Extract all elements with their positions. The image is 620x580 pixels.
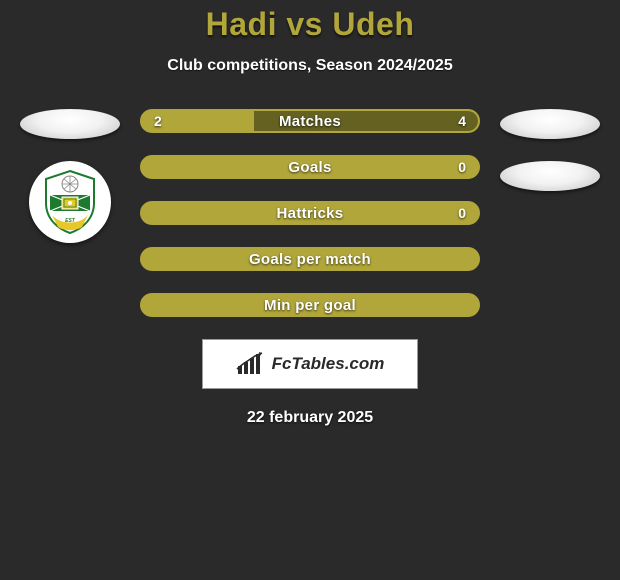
player-flag-ellipse <box>500 161 600 191</box>
stat-label: Goals <box>142 157 478 177</box>
brand-main: Tables <box>291 354 344 373</box>
comparison-body: EST 24Matches 0Goals 0Hattricks Goals per m… <box>0 109 620 427</box>
right-player-column <box>490 109 610 191</box>
stat-bar: 24Matches <box>140 109 480 133</box>
club-crest-icon: EST <box>42 169 98 235</box>
comparison-infographic: Hadi vs Udeh Club competitions, Season 2… <box>0 0 620 580</box>
stat-bar: Goals per match <box>140 247 480 271</box>
player-flag-ellipse <box>500 109 600 139</box>
stat-bar: 0Goals <box>140 155 480 179</box>
stat-bar: 0Hattricks <box>140 201 480 225</box>
left-player-column: EST <box>10 109 130 243</box>
club-badge: EST <box>29 161 111 243</box>
brand-logo-box: FcTables.com <box>202 339 418 389</box>
brand-suffix: .com <box>345 354 385 373</box>
svg-text:EST: EST <box>65 218 76 224</box>
page-title: Hadi vs Udeh <box>0 6 620 43</box>
stat-label: Matches <box>142 111 478 131</box>
brand-prefix: Fc <box>272 354 292 373</box>
player-flag-ellipse <box>20 109 120 139</box>
subtitle: Club competitions, Season 2024/2025 <box>0 57 620 75</box>
stat-label: Min per goal <box>142 295 478 315</box>
bar-chart-icon <box>236 352 266 376</box>
date-text: 22 february 2025 <box>0 409 620 427</box>
stat-label: Hattricks <box>142 203 478 223</box>
stat-bar: Min per goal <box>140 293 480 317</box>
stat-label: Goals per match <box>142 249 478 269</box>
stat-bars-container: 24Matches 0Goals 0Hattricks Goals per match… <box>140 109 480 317</box>
brand-logo-text: FcTables.com <box>272 354 385 374</box>
